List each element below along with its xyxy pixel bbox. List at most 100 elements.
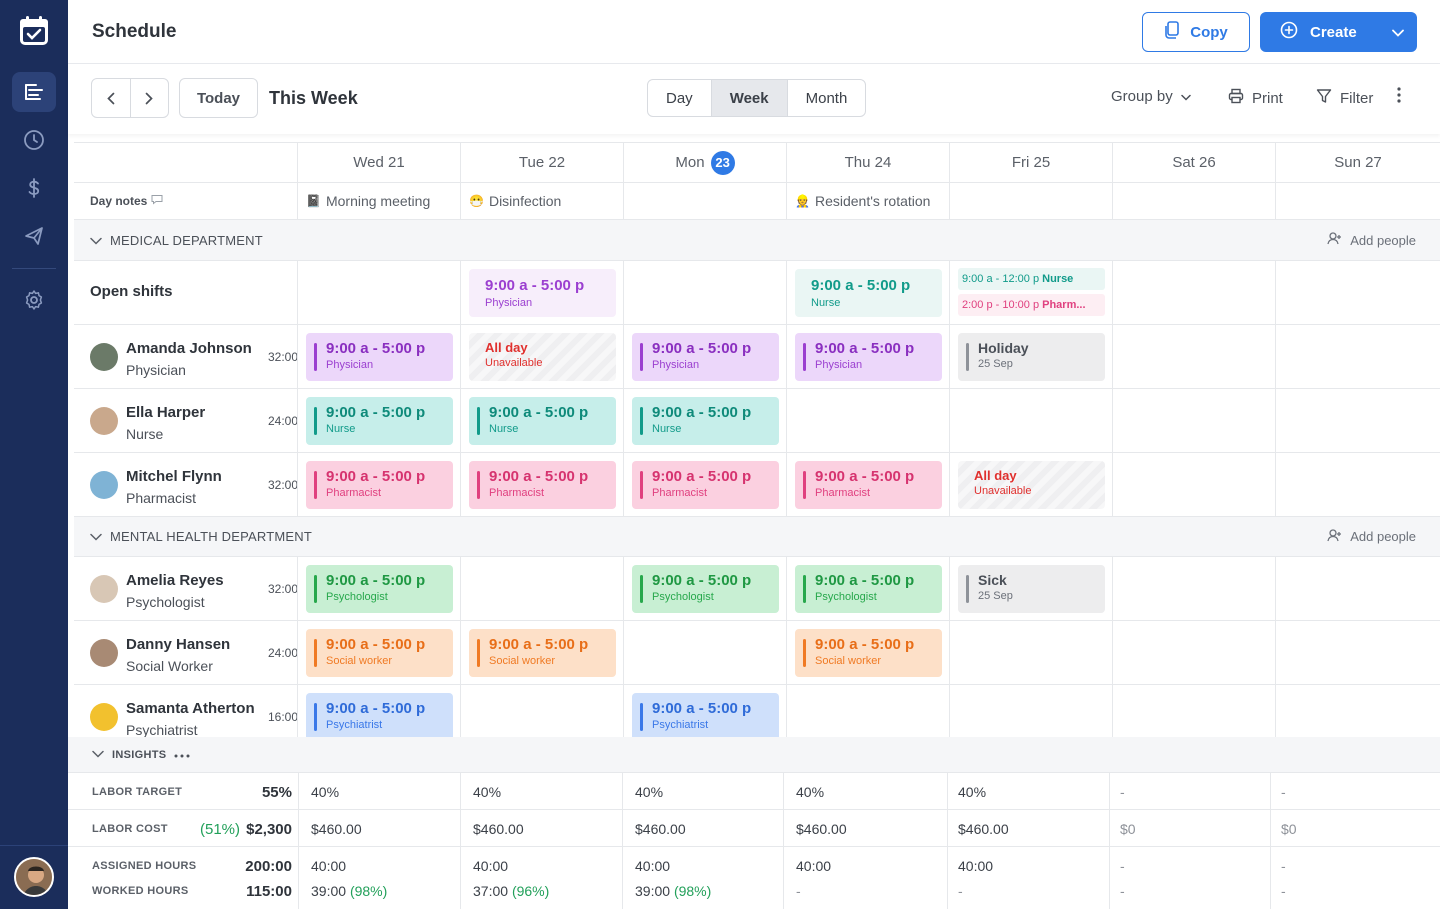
- department-row-medical[interactable]: MEDICAL DEPARTMENT Add people: [74, 220, 1440, 261]
- day-header-fri[interactable]: Fri 25: [949, 143, 1112, 182]
- shift-cell[interactable]: [1275, 685, 1440, 737]
- user-profile[interactable]: [0, 845, 68, 909]
- shift-card[interactable]: 9:00 a - 5:00 p Psychologist: [306, 565, 453, 613]
- shift-cell[interactable]: [786, 389, 949, 452]
- shift-cell[interactable]: [786, 685, 949, 737]
- shift-card[interactable]: 9:00 a - 5:00 p Nurse: [469, 397, 616, 445]
- shift-card[interactable]: 9:00 a - 5:00 p Psychiatrist: [632, 693, 779, 737]
- shift-cell[interactable]: 9:00 a - 5:00 p Pharmacist: [786, 453, 949, 516]
- shift-cell[interactable]: All day Unavailable: [949, 453, 1112, 516]
- create-button[interactable]: Create: [1260, 12, 1417, 52]
- open-shift-cell-thu[interactable]: 9:00 a - 5:00 p Nurse: [786, 261, 949, 324]
- open-shift-cell-sun[interactable]: [1275, 261, 1440, 324]
- copy-button[interactable]: Copy: [1142, 12, 1250, 52]
- employee-info[interactable]: Mitchel Flynn Pharmacist 32:00: [90, 453, 298, 516]
- shift-card[interactable]: 9:00 a - 5:00 p Psychologist: [795, 565, 942, 613]
- shift-card[interactable]: 9:00 a - 5:00 p Physician: [306, 333, 453, 381]
- group-by-dropdown[interactable]: Group by: [1111, 88, 1191, 105]
- shift-cell[interactable]: [1275, 621, 1440, 684]
- open-shift-mini-card[interactable]: 2:00 p - 10:00 p Pharm...: [958, 294, 1105, 316]
- today-button[interactable]: Today: [179, 78, 258, 118]
- shift-card[interactable]: 9:00 a - 5:00 p Physician: [632, 333, 779, 381]
- shift-cell[interactable]: 9:00 a - 5:00 p Social worker: [786, 621, 949, 684]
- open-shift-mini-card[interactable]: 9:00 a - 12:00 p Nurse: [958, 268, 1105, 290]
- dollar-nav-icon[interactable]: [12, 168, 56, 208]
- employee-info[interactable]: Amanda Johnson Physician 32:00: [90, 325, 298, 388]
- shift-cell[interactable]: 9:00 a - 5:00 p Nurse: [460, 389, 623, 452]
- department-mental-health-label[interactable]: MENTAL HEALTH DEPARTMENT: [90, 517, 312, 556]
- shift-cell[interactable]: Holiday 25 Sep: [949, 325, 1112, 388]
- add-people-button[interactable]: Add people: [1327, 220, 1416, 260]
- shift-cell[interactable]: 9:00 a - 5:00 p Pharmacist: [460, 453, 623, 516]
- unavailable-card[interactable]: All day Unavailable: [958, 461, 1105, 509]
- shift-card[interactable]: 9:00 a - 5:00 p Nurse: [306, 397, 453, 445]
- shift-cell[interactable]: 9:00 a - 5:00 p Social worker: [297, 621, 460, 684]
- day-header-tue[interactable]: Tue 22: [460, 143, 623, 182]
- day-note-wed[interactable]: 📓 Morning meeting: [297, 183, 460, 219]
- open-shift-cell-wed[interactable]: [297, 261, 460, 324]
- calendar-check-logo-icon[interactable]: [17, 14, 51, 48]
- shift-cell[interactable]: [1112, 325, 1275, 388]
- shift-card[interactable]: 9:00 a - 5:00 p Pharmacist: [632, 461, 779, 509]
- shift-cell[interactable]: [1112, 685, 1275, 737]
- airplane-nav-icon[interactable]: [12, 216, 56, 256]
- shift-cell[interactable]: 9:00 a - 5:00 p Social worker: [460, 621, 623, 684]
- shift-card[interactable]: 9:00 a - 5:00 p Pharmacist: [306, 461, 453, 509]
- shift-cell[interactable]: 9:00 a - 5:00 p Physician: [786, 325, 949, 388]
- shift-cell[interactable]: [1112, 453, 1275, 516]
- more-options-icon[interactable]: [1397, 86, 1401, 104]
- day-header-mon[interactable]: Mon 23: [623, 143, 786, 182]
- shift-cell[interactable]: [623, 621, 786, 684]
- shift-cell[interactable]: 9:00 a - 5:00 p Physician: [297, 325, 460, 388]
- employee-info[interactable]: Amelia Reyes Psychologist 32:00: [90, 557, 298, 620]
- shift-card[interactable]: 9:00 a - 5:00 p Physician: [795, 333, 942, 381]
- create-dropdown-toggle[interactable]: [1378, 12, 1417, 52]
- filter-button[interactable]: Filter: [1316, 88, 1373, 108]
- shift-cell[interactable]: 9:00 a - 5:00 p Physician: [623, 325, 786, 388]
- sick-card[interactable]: Sick 25 Sep: [958, 565, 1105, 613]
- create-main[interactable]: Create: [1260, 21, 1378, 43]
- shift-cell[interactable]: 9:00 a - 5:00 p Psychologist: [623, 557, 786, 620]
- shift-card[interactable]: 9:00 a - 5:00 p Pharmacist: [795, 461, 942, 509]
- day-header-sat[interactable]: Sat 26: [1112, 143, 1275, 182]
- view-week-tab[interactable]: Week: [710, 80, 787, 116]
- shift-cell[interactable]: [1112, 389, 1275, 452]
- user-avatar[interactable]: [14, 857, 54, 897]
- unavailable-card[interactable]: All day Unavailable: [469, 333, 616, 381]
- view-month-tab[interactable]: Month: [786, 80, 866, 116]
- shift-cell[interactable]: 9:00 a - 5:00 p Nurse: [623, 389, 786, 452]
- holiday-card[interactable]: Holiday 25 Sep: [958, 333, 1105, 381]
- day-header-wed[interactable]: Wed 21: [297, 143, 460, 182]
- shift-cell[interactable]: [1275, 453, 1440, 516]
- shift-card[interactable]: 9:00 a - 5:00 p Social worker: [795, 629, 942, 677]
- shift-cell[interactable]: 9:00 a - 5:00 p Psychiatrist: [297, 685, 460, 737]
- shift-cell[interactable]: Sick 25 Sep: [949, 557, 1112, 620]
- shift-cell[interactable]: [460, 685, 623, 737]
- insights-header[interactable]: INSIGHTS: [68, 737, 1440, 773]
- department-medical-label[interactable]: MEDICAL DEPARTMENT: [90, 220, 263, 260]
- shift-card[interactable]: 9:00 a - 5:00 p Social worker: [469, 629, 616, 677]
- add-people-button[interactable]: Add people: [1327, 517, 1416, 556]
- day-note-fri[interactable]: [949, 183, 1112, 219]
- open-shift-card[interactable]: 9:00 a - 5:00 p Physician: [469, 269, 616, 317]
- shift-card[interactable]: 9:00 a - 5:00 p Nurse: [632, 397, 779, 445]
- open-shift-cell-sat[interactable]: [1112, 261, 1275, 324]
- shift-cell[interactable]: [1112, 557, 1275, 620]
- clock-nav-icon[interactable]: [12, 120, 56, 160]
- employee-info[interactable]: Danny Hansen Social Worker 24:00: [90, 621, 298, 684]
- employee-info[interactable]: Samanta Atherton Psychiatrist 16:00: [90, 685, 298, 737]
- previous-week-button[interactable]: [92, 79, 130, 117]
- open-shift-cell-tue[interactable]: 9:00 a - 5:00 p Physician: [460, 261, 623, 324]
- shift-cell[interactable]: All day Unavailable: [460, 325, 623, 388]
- shift-cell[interactable]: [1275, 557, 1440, 620]
- employee-info[interactable]: Ella Harper Nurse 24:00: [90, 389, 298, 452]
- shift-cell[interactable]: 9:00 a - 5:00 p Psychologist: [786, 557, 949, 620]
- day-note-tue[interactable]: 😷 Disinfection: [460, 183, 623, 219]
- open-shift-cell-mon[interactable]: [623, 261, 786, 324]
- shift-cell[interactable]: [949, 389, 1112, 452]
- more-horizontal-icon[interactable]: [174, 749, 190, 761]
- shift-cell[interactable]: [460, 557, 623, 620]
- shift-card[interactable]: 9:00 a - 5:00 p Psychologist: [632, 565, 779, 613]
- day-note-sun[interactable]: [1275, 183, 1440, 219]
- day-note-mon[interactable]: [623, 183, 786, 219]
